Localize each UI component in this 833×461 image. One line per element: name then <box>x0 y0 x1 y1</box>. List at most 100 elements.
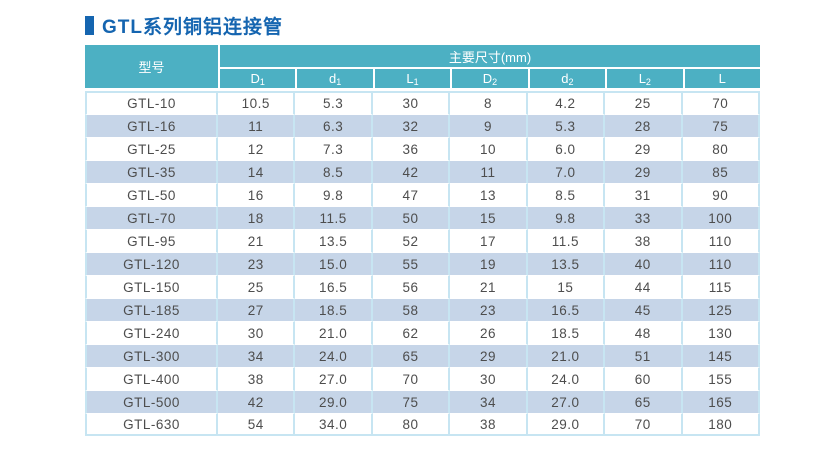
dimension-cell: 19 <box>450 252 528 275</box>
dimension-cell: 65 <box>372 344 451 367</box>
dimension-cell: 11.5 <box>295 206 373 229</box>
header-row-top: 型号 主要尺寸(mm) <box>85 45 760 91</box>
dimension-cell: 34 <box>450 390 528 413</box>
dimension-cell: 62 <box>372 321 451 344</box>
column-header-D2: D2 <box>450 69 528 91</box>
table-row: GTL-10 10.5 5.3 30 8 4.2 25 70 <box>85 91 760 114</box>
model-cell: GTL-120 <box>85 252 218 275</box>
page-title: GTL系列铜铝连接管 <box>85 13 833 38</box>
dimension-cell: 28 <box>605 114 683 137</box>
dimension-cell: 24.0 <box>295 344 373 367</box>
page: GTL系列铜铝连接管 型号 主要尺寸(mm) D1 d1 L1 D2 d2 L2 L GTL… <box>85 13 833 436</box>
dimension-cell: 42 <box>218 390 296 413</box>
column-header-L2: L2 <box>605 69 683 91</box>
dimension-cell: 58 <box>372 298 451 321</box>
dimension-cell: 27 <box>218 298 296 321</box>
model-cell: GTL-500 <box>85 390 218 413</box>
dimension-cell: 23 <box>218 252 296 275</box>
dimension-cell: 29 <box>605 160 683 183</box>
dimension-cell: 13 <box>450 183 528 206</box>
dimension-cell: 40 <box>605 252 683 275</box>
dimension-cell: 12 <box>218 137 296 160</box>
dimension-cell: 16.5 <box>295 275 373 298</box>
model-cell: GTL-10 <box>85 91 218 114</box>
header-row-sub: D1 d1 L1 D2 d2 L2 L <box>85 69 760 91</box>
dimension-cell: 34.0 <box>295 413 373 436</box>
table-row: GTL-240 30 21.0 62 26 18.5 48 130 <box>85 321 760 344</box>
dimension-cell: 7.0 <box>527 160 606 183</box>
dimension-cell: 38 <box>218 367 296 390</box>
dimension-cell: 10 <box>450 137 528 160</box>
dimension-cell: 8 <box>450 91 528 114</box>
table-row: GTL-35 14 8.5 42 11 7.0 29 85 <box>85 160 760 183</box>
gtl-dimensions-table: 型号 主要尺寸(mm) D1 d1 L1 D2 d2 L2 L GTL-10 10.5 5.3 3… <box>85 45 760 436</box>
dimension-cell: 48 <box>605 321 683 344</box>
column-header-model: 型号 <box>85 45 218 91</box>
dimension-cell: 115 <box>682 275 760 298</box>
dimension-cell: 38 <box>450 413 528 436</box>
model-cell: GTL-400 <box>85 367 218 390</box>
model-cell: GTL-630 <box>85 413 218 436</box>
dimension-cell: 25 <box>218 275 296 298</box>
table-row: GTL-300 34 24.0 65 29 21.0 51 145 <box>85 344 760 367</box>
dimension-cell: 6.0 <box>527 137 606 160</box>
model-cell: GTL-35 <box>85 160 218 183</box>
dimension-cell: 36 <box>372 137 451 160</box>
dimension-cell: 15 <box>450 206 528 229</box>
column-header-D1: D1 <box>218 69 296 91</box>
dimension-cell: 52 <box>372 229 451 252</box>
table-row: GTL-70 18 11.5 50 15 9.8 33 100 <box>85 206 760 229</box>
table-row: GTL-120 23 15.0 55 19 13.5 40 110 <box>85 252 760 275</box>
dimension-cell: 21.0 <box>295 321 373 344</box>
dimension-cell: 27.0 <box>527 390 606 413</box>
dimension-cell: 15.0 <box>295 252 373 275</box>
dimension-cell: 9.8 <box>295 183 373 206</box>
dimension-cell: 14 <box>218 160 296 183</box>
dimension-cell: 18.5 <box>527 321 606 344</box>
dimension-cell: 5.3 <box>527 114 606 137</box>
dimension-cell: 24.0 <box>527 367 606 390</box>
dimension-cell: 33 <box>605 206 683 229</box>
dimension-cell: 23 <box>450 298 528 321</box>
dimension-cell: 145 <box>682 344 760 367</box>
dimension-cell: 30 <box>372 91 451 114</box>
dimension-cell: 9 <box>450 114 528 137</box>
dimension-cell: 110 <box>682 252 760 275</box>
table-header: 型号 主要尺寸(mm) D1 d1 L1 D2 d2 L2 L <box>85 45 760 91</box>
dimension-cell: 11.5 <box>527 229 606 252</box>
dimension-cell: 27.0 <box>295 367 373 390</box>
table-body: GTL-10 10.5 5.3 30 8 4.2 25 70 GTL-16 11 6.3 32 9 5.3… <box>85 91 760 436</box>
dimension-cell: 18.5 <box>295 298 373 321</box>
model-cell: GTL-300 <box>85 344 218 367</box>
dimension-cell: 70 <box>682 91 760 114</box>
dimension-cell: 42 <box>372 160 451 183</box>
column-header-d2: d2 <box>527 69 606 91</box>
dimension-cell: 29 <box>605 137 683 160</box>
dimension-cell: 26 <box>450 321 528 344</box>
dimension-cell: 165 <box>682 390 760 413</box>
dimension-cell: 65 <box>605 390 683 413</box>
table-row: GTL-50 16 9.8 47 13 8.5 31 90 <box>85 183 760 206</box>
dimension-cell: 45 <box>605 298 683 321</box>
table-row: GTL-400 38 27.0 70 30 24.0 60 155 <box>85 367 760 390</box>
dimension-cell: 38 <box>605 229 683 252</box>
table-row: GTL-500 42 29.0 75 34 27.0 65 165 <box>85 390 760 413</box>
dimension-cell: 55 <box>372 252 451 275</box>
dimension-cell: 8.5 <box>295 160 373 183</box>
dimension-cell: 85 <box>682 160 760 183</box>
dimension-cell: 32 <box>372 114 451 137</box>
dimension-cell: 125 <box>682 298 760 321</box>
dimension-cell: 15 <box>527 275 606 298</box>
dimension-cell: 54 <box>218 413 296 436</box>
dimension-cell: 50 <box>372 206 451 229</box>
dimension-cell: 70 <box>605 413 683 436</box>
dimension-cell: 155 <box>682 367 760 390</box>
dimension-cell: 60 <box>605 367 683 390</box>
dimension-cell: 47 <box>372 183 451 206</box>
page-title-text: GTL系列铜铝连接管 <box>102 16 283 38</box>
table-row: GTL-185 27 18.5 58 23 16.5 45 125 <box>85 298 760 321</box>
dimension-cell: 11 <box>450 160 528 183</box>
dimension-cell: 9.8 <box>527 206 606 229</box>
dimension-cell: 30 <box>450 367 528 390</box>
dimension-cell: 29.0 <box>295 390 373 413</box>
